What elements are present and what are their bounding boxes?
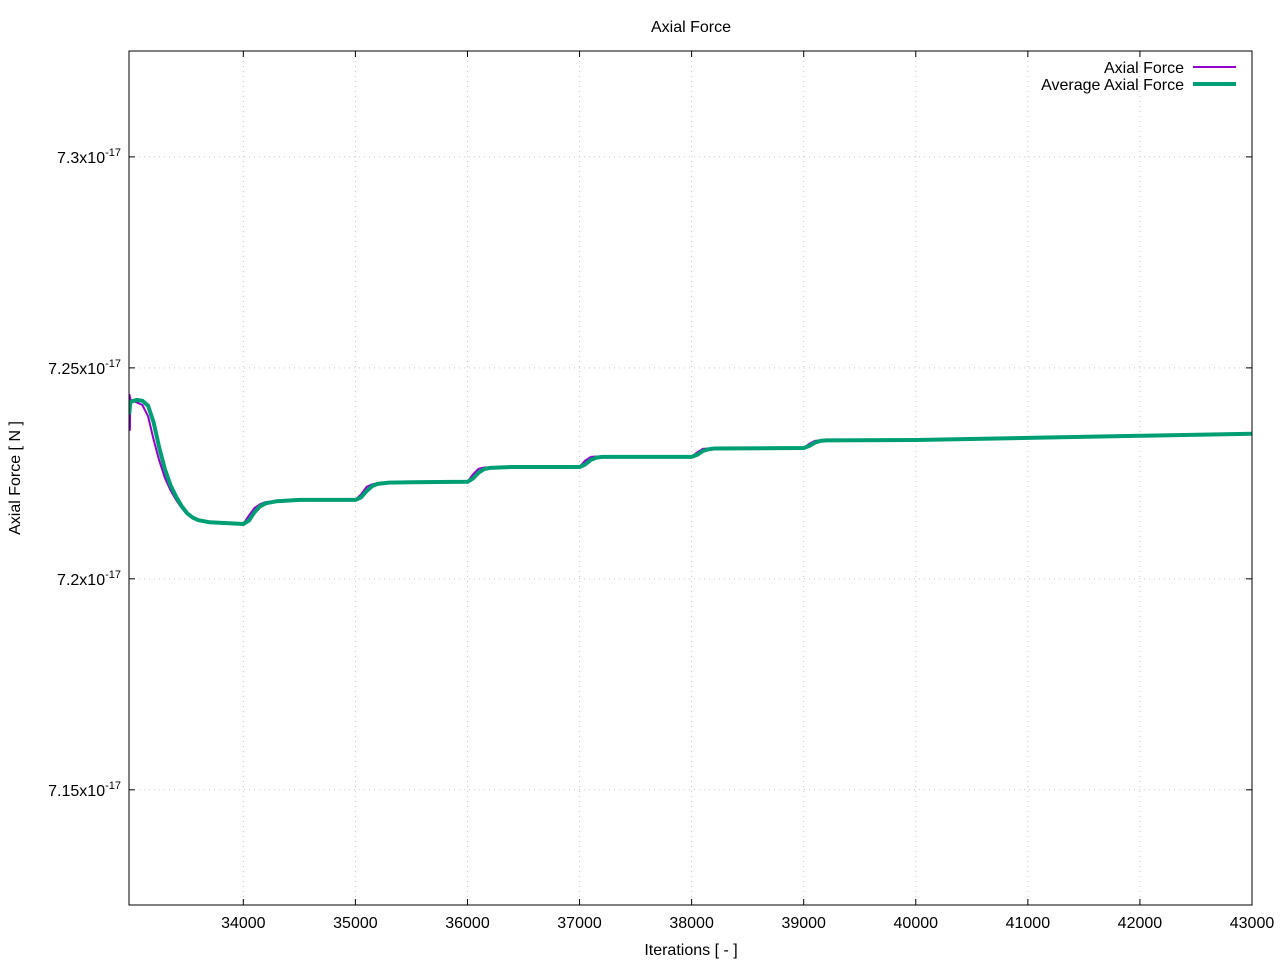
y-tick-label: 7.2x10-17 — [57, 569, 121, 589]
y-tick-label: 7.25x10-17 — [48, 358, 121, 378]
x-tick-label: 39000 — [781, 915, 826, 932]
legend: Axial Force Average Axial Force — [1041, 60, 1236, 94]
grid — [129, 51, 1253, 905]
legend-label-axial-force: Axial Force — [1104, 60, 1184, 77]
series-line-axial-force — [129, 393, 1252, 525]
plot-border — [128, 50, 1253, 906]
x-axis-label: Iterations [ - ] — [644, 942, 737, 959]
x-tick-label: 36000 — [445, 915, 490, 932]
x-tick-label: 42000 — [1118, 915, 1163, 932]
x-tick-label: 43000 — [1230, 915, 1275, 932]
series-line-average-axial-force — [129, 397, 1252, 526]
x-tick-label: 34000 — [221, 915, 266, 932]
axis-ticks: 34000 35000 36000 37000 38000 39000 40000 41000… — [48, 51, 1274, 932]
x-tick-label: 40000 — [894, 915, 939, 932]
x-tick-label: 37000 — [557, 915, 602, 932]
legend-label-average-axial-force: Average Axial Force — [1041, 77, 1184, 94]
y-tick-label: 7.3x10-17 — [57, 147, 121, 167]
x-tick-label: 35000 — [333, 915, 378, 932]
x-tick-label: 38000 — [669, 915, 714, 932]
x-tick-label: 41000 — [1006, 915, 1051, 932]
y-tick-label: 7.15x10-17 — [48, 780, 121, 800]
chart-title: Axial Force — [651, 19, 731, 36]
y-axis-label: Axial Force [ N ] — [7, 421, 24, 535]
series-group — [129, 393, 1252, 526]
